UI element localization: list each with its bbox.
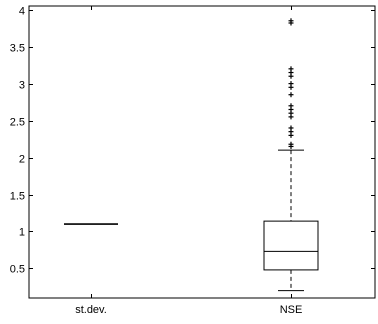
outlier-point [288, 81, 294, 87]
y-tick-label: 2 [19, 154, 25, 166]
y-tick-label: 3 [19, 80, 25, 92]
axes-frame [28, 5, 376, 299]
outlier-point [288, 141, 294, 147]
y-tick-label: 4 [19, 6, 25, 18]
y-tick-label: 3.5 [10, 43, 25, 55]
outlier-point [288, 92, 294, 98]
y-tick-label: 0.5 [10, 264, 25, 276]
interquartile-box [263, 220, 319, 271]
x-category-label: NSE [280, 304, 303, 316]
outlier-point [288, 66, 294, 72]
x-category-label: st.dev. [75, 304, 107, 316]
y-tick-label: 1.5 [10, 191, 25, 203]
outlier-point [288, 18, 294, 24]
outlier-point [288, 103, 294, 109]
y-axis-ticks: 0.5 1 1.5 2 2.5 3 3.5 4 [10, 6, 375, 276]
plot-frame [28, 5, 376, 299]
y-tick-label: 1 [19, 227, 25, 239]
x-axis-ticks: st.dev. NSE [75, 6, 302, 316]
outlier-point [288, 125, 294, 131]
y-tick-label: 2.5 [10, 117, 25, 129]
box-series [64, 18, 319, 292]
box-nse [263, 18, 319, 292]
